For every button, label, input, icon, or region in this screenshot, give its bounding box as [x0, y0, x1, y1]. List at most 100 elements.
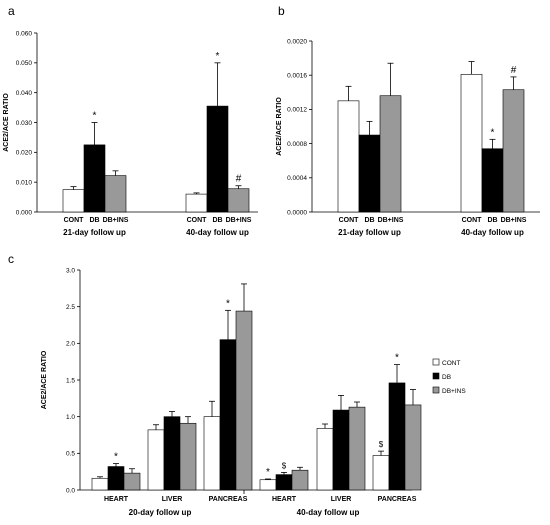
panel-c-y-tick-label: 2.0 [66, 341, 75, 348]
panel-a-bar-label: DB+INS [226, 217, 252, 224]
panel-b-y-tick-label: 0.0000 [287, 209, 307, 216]
panel-c-bar [291, 469, 309, 491]
panel-c-legend-label: DB+INS [442, 388, 466, 395]
panel-b-bar-label: DB [487, 217, 497, 224]
panel-c-legend-label: CONT [442, 360, 460, 367]
panel-b-y-tick-label: 0.0008 [287, 141, 307, 148]
panel-label-a: a [8, 4, 15, 18]
panel-b-bar [502, 89, 525, 213]
panel-c-y-tick-label: 0.0 [66, 487, 75, 494]
panel-c-significance-marker: * [266, 467, 270, 478]
panel-b-bar-label: DB+INS [501, 217, 527, 224]
panel-a-bar-label: CONT [187, 217, 208, 224]
panel-c-bar [316, 428, 334, 491]
panel-c-bar [203, 416, 221, 491]
panel-a-y-axis-title: ACE2/ACE RATIO [3, 93, 10, 152]
panel-c-bar [348, 406, 366, 491]
panel-b-chart: 0.0000 0.0004 0.0008 0.0012 0.0016 0.0020 ACE2… [276, 38, 540, 237]
panel-b-bar-label: CONT [339, 217, 360, 224]
panel-b-group-label: 21-day follow up [338, 228, 401, 237]
panel-b-bar [460, 74, 483, 213]
panel-c-group-label: 20-day follow up [129, 508, 192, 517]
panel-b-bar-label: DB+INS [378, 217, 404, 224]
panel-a-significance-marker: * [93, 111, 97, 122]
panel-c-significance-marker: * [114, 452, 118, 463]
panel-b-bar [358, 134, 381, 213]
panel-b-bar [379, 95, 402, 213]
panel-c-category-label: PANCREAS [378, 496, 417, 503]
panel-a-bar-label: DB [89, 217, 99, 224]
panel-c-category-label: LIVER [162, 496, 183, 503]
panel-c-y-tick-label: 1.5 [66, 377, 75, 384]
panel-label-c: c [8, 252, 14, 266]
panel-a-y-tick-label: 0.030 [16, 120, 33, 127]
panel-c-bar [372, 455, 390, 491]
panel-b-bar-label: CONT [462, 217, 483, 224]
panel-b-y-tick-label: 0.0016 [287, 73, 307, 80]
panel-c-legend-swatch [432, 386, 440, 394]
panel-a-group-label: 40-day follow up [186, 228, 249, 237]
panel-c-bar [123, 472, 141, 491]
panel-c-chart: 0.0 0.5 1.0 1.5 2.0 2.5 3.0 ACE2/ACE RATIO HEART… [41, 267, 466, 517]
panel-c-y-tick-label: 2.5 [66, 304, 75, 311]
panel-c-bar [332, 409, 350, 491]
panel-c-significance-marker: * [395, 353, 399, 364]
panel-b-significance-marker: * [491, 127, 495, 138]
panel-c-significance-marker: $ [379, 440, 384, 449]
panel-c-y-tick-label: 3.0 [66, 267, 75, 274]
panel-c-group-label: 40-day follow up [297, 508, 360, 517]
panel-c-bar [91, 477, 109, 491]
panel-c-legend-swatch [432, 358, 440, 366]
panel-a-group-label: 21-day follow up [63, 228, 126, 237]
panel-c-y-tick-label: 1.0 [66, 414, 75, 421]
panel-a-y-tick-label: 0.040 [16, 90, 33, 97]
panel-a-significance-marker: # [236, 174, 242, 185]
panel-c-bar [219, 339, 237, 491]
panel-c-category-label: LIVER [331, 496, 352, 503]
panel-a-bar [83, 144, 106, 213]
panel-c-legend-swatch [432, 372, 440, 380]
panel-a-bar-label: CONT [64, 217, 85, 224]
panel-a-y-tick-label: 0.000 [16, 209, 33, 216]
panel-a-y-tick-label: 0.050 [16, 60, 33, 67]
panel-b-y-tick-label: 0.0012 [287, 107, 307, 114]
panel-c-bar [404, 404, 422, 491]
panel-a-chart: 0.000 0.010 0.020 0.030 0.040 0.050 0.060 ACE2/… [3, 30, 258, 237]
panel-b-group-label: 40-day follow up [461, 228, 524, 237]
panel-c-y-axis-title: ACE2/ACE RATIO [41, 350, 48, 409]
panel-c-bar [147, 429, 165, 491]
panel-c-bar [388, 382, 406, 491]
panel-c-y-tick-label: 0.5 [66, 451, 75, 458]
panel-c-bar [179, 422, 197, 491]
panel-c-significance-marker: * [226, 298, 230, 309]
panel-a-y-tick-label: 0.060 [16, 30, 33, 37]
panel-b-bar-label: DB [364, 217, 374, 224]
panel-b-bar [337, 100, 360, 213]
panel-a-bar [206, 105, 229, 213]
panel-b-y-tick-label: 0.0004 [287, 175, 307, 182]
panel-c-legend-label: DB [442, 374, 451, 381]
panel-a-y-tick-label: 0.010 [16, 179, 33, 186]
panel-a-bar [104, 175, 127, 213]
panel-c-bar [163, 416, 181, 491]
panel-a-bar [227, 188, 250, 213]
panel-b-y-axis-title: ACE2/ACE RATIO [276, 97, 283, 156]
panel-c-bar [107, 466, 125, 491]
panel-a-bar-label: DB [212, 217, 222, 224]
panel-a-significance-marker: * [216, 51, 220, 62]
panel-c-category-label: HEART [104, 496, 129, 503]
panel-c-significance-marker: $ [282, 461, 287, 470]
panel-c-bar [235, 310, 253, 491]
panel-c-bar [259, 479, 277, 491]
panel-c-bar [275, 474, 293, 491]
panel-a-bar-label: DB+INS [103, 217, 129, 224]
panel-b-y-tick-label: 0.0020 [287, 38, 307, 45]
panel-b-bar [481, 148, 504, 213]
panel-c-category-label: PANCREAS [209, 496, 248, 503]
panel-label-b: b [278, 4, 285, 18]
panel-c-category-label: HEART [272, 496, 297, 503]
panel-b-significance-marker: # [511, 65, 517, 76]
panel-a-y-tick-label: 0.020 [16, 150, 33, 157]
panel-a-bar [62, 189, 85, 213]
